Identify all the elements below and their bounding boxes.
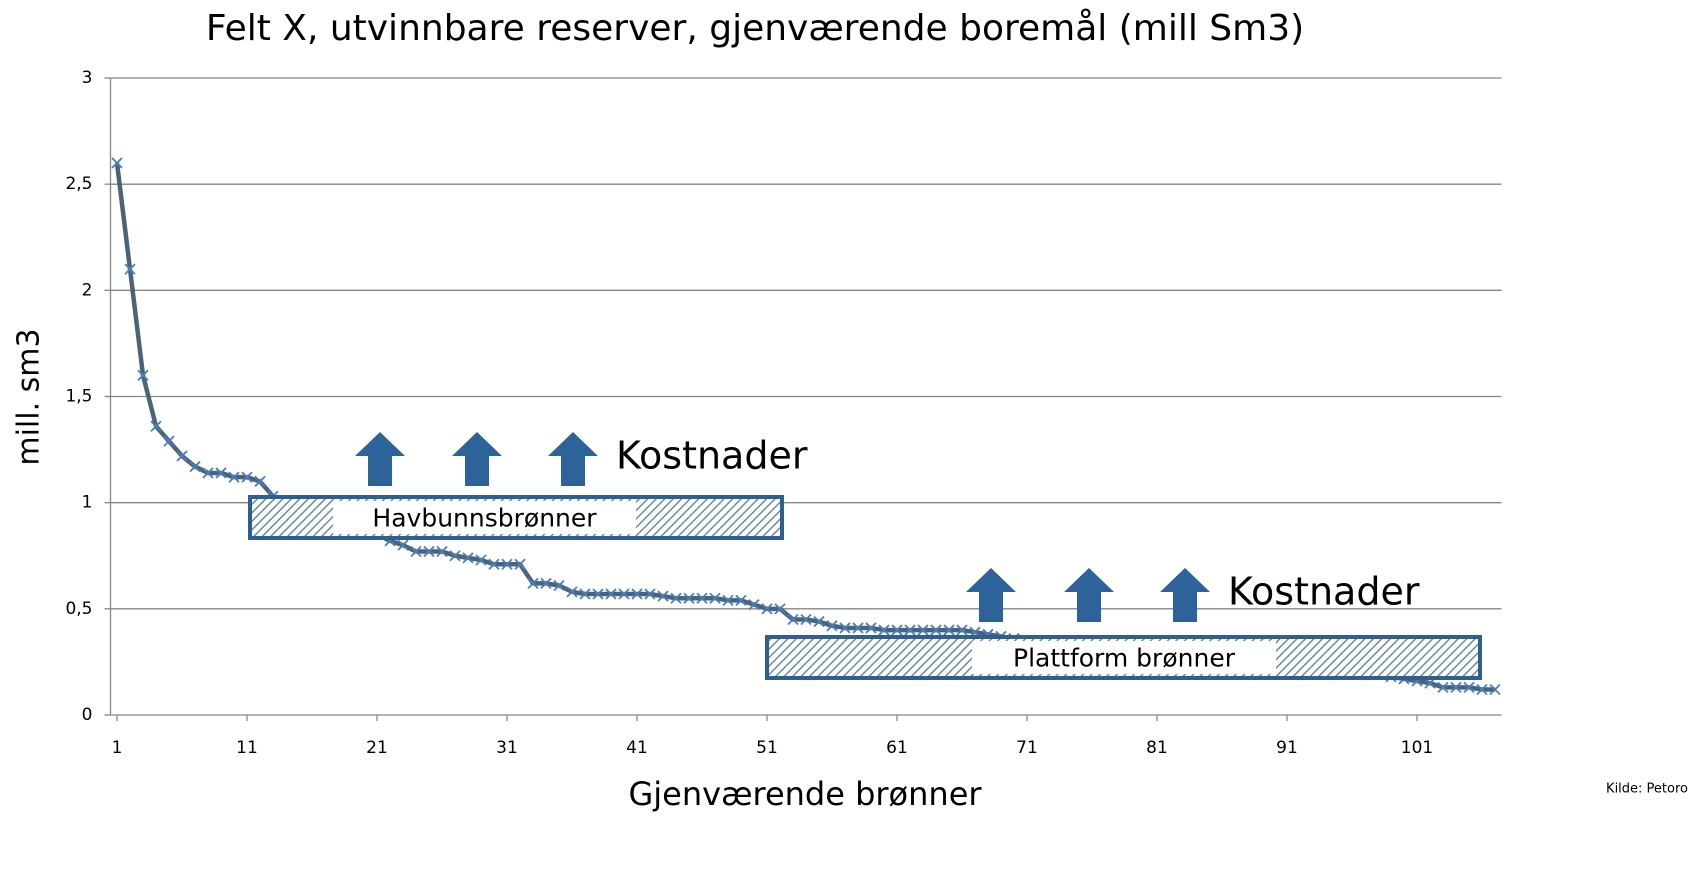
y-tick-label: 0	[82, 705, 93, 725]
data-point	[813, 615, 825, 628]
data-point	[631, 588, 643, 600]
data-point	[137, 369, 149, 381]
data-point	[787, 613, 799, 626]
data-point	[111, 157, 123, 169]
data-point	[891, 624, 903, 636]
x-tick-label: 61	[886, 738, 908, 758]
data-point	[605, 588, 617, 600]
data-point	[176, 450, 188, 462]
data-point	[722, 594, 734, 606]
x-tick-label: 91	[1276, 738, 1298, 758]
data-point	[163, 435, 175, 447]
data-point	[709, 592, 721, 604]
data-point	[852, 622, 864, 634]
data-point	[683, 592, 695, 604]
x-axis-label: Gjenværende brønner	[628, 775, 982, 813]
data-point	[670, 592, 682, 604]
data-point	[150, 420, 162, 432]
data-point	[930, 624, 942, 636]
data-point	[423, 545, 435, 558]
data-point	[1489, 683, 1501, 696]
data-point	[488, 558, 500, 570]
data-point	[1476, 683, 1488, 696]
data-point	[904, 624, 916, 636]
label-box-inner	[333, 501, 636, 534]
data-point	[761, 603, 773, 615]
y-tick-label: 0,5	[65, 599, 92, 619]
data-point	[618, 588, 630, 600]
data-point	[865, 622, 877, 634]
data-point	[254, 475, 266, 488]
source-note: Kilde: Petoro	[1606, 782, 1688, 797]
data-point	[553, 579, 565, 592]
y-tick-label: 2	[82, 280, 93, 300]
data-point	[410, 545, 422, 558]
y-tick-label: 1,5	[65, 387, 92, 407]
arrow	[355, 432, 405, 486]
x-tick-label: 51	[756, 738, 778, 758]
data-point	[800, 613, 812, 626]
data-point	[943, 624, 955, 636]
data-point	[1463, 681, 1475, 694]
x-tick-label: 21	[366, 738, 388, 758]
x-tick-label: 1	[112, 738, 123, 758]
data-point	[124, 263, 136, 275]
arrow	[452, 432, 502, 486]
data-point	[202, 467, 214, 479]
data-point	[774, 603, 786, 615]
data-point	[514, 558, 526, 570]
data-point	[501, 558, 513, 570]
x-tick-label: 81	[1146, 738, 1168, 758]
data-point	[956, 624, 968, 636]
data-point	[826, 620, 838, 632]
x-tick-label: 11	[236, 738, 258, 758]
data-point	[566, 586, 578, 598]
data-point	[1437, 681, 1449, 694]
x-tick-label: 101	[1401, 738, 1433, 758]
data-point	[1450, 681, 1462, 694]
y-tick-label: 3	[82, 68, 93, 88]
data-point	[462, 552, 474, 564]
annotation: Havbunnsbrønner	[372, 504, 597, 533]
data-point	[657, 590, 669, 602]
annotation: Kostnader	[616, 434, 808, 478]
y-tick-label: 1	[82, 493, 93, 513]
data-point	[475, 554, 487, 566]
data-point	[748, 598, 760, 611]
data-point	[397, 539, 409, 551]
data-point	[215, 467, 227, 479]
y-axis-label: mill. sm3	[12, 328, 47, 465]
data-point	[579, 588, 591, 600]
data-point	[696, 592, 708, 604]
x-tick-label: 31	[496, 738, 518, 758]
annotation: Kostnader	[1228, 570, 1420, 614]
data-point	[436, 545, 448, 558]
x-tick-label: 41	[626, 738, 648, 758]
arrow	[1160, 568, 1210, 622]
data-point	[540, 577, 552, 589]
data-point	[917, 624, 929, 636]
arrow	[548, 432, 598, 486]
y-tick-label: 2,5	[65, 174, 92, 194]
x-tick-label: 71	[1016, 738, 1038, 758]
data-point	[241, 471, 253, 483]
arrow	[966, 568, 1016, 622]
chart-title: Felt X, utvinnbare reserver, gjenværende…	[206, 8, 1304, 49]
data-point	[878, 624, 890, 636]
data-point	[592, 588, 604, 600]
data-point	[228, 471, 240, 483]
data-point	[189, 460, 201, 473]
data-point	[644, 588, 656, 600]
data-point	[449, 550, 461, 562]
data-point	[527, 577, 539, 589]
arrow	[1064, 568, 1114, 622]
label-box-inner	[972, 641, 1276, 674]
annotation: Plattform brønner	[1013, 644, 1236, 673]
data-point	[839, 622, 851, 634]
data-point	[735, 594, 747, 606]
